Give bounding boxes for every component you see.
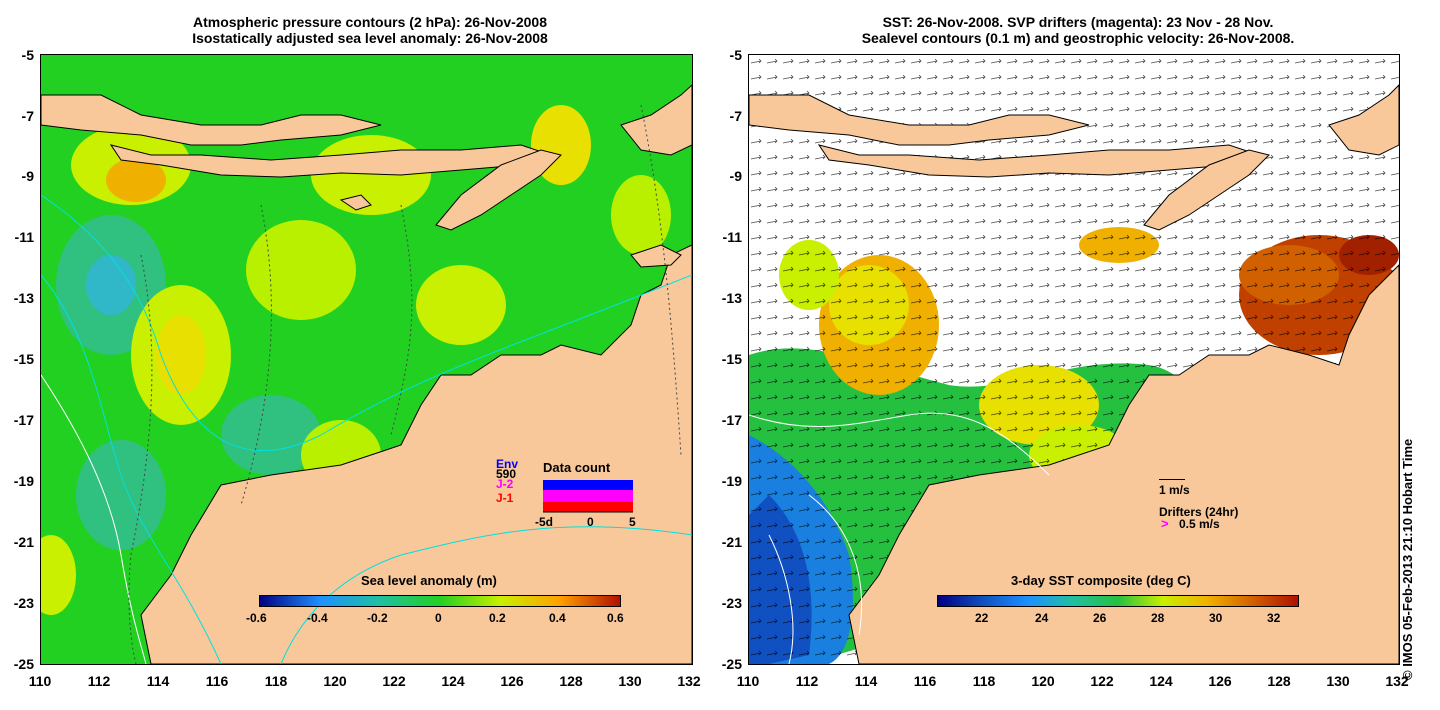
sst-colorbar-title: 3-day SST composite (deg C) — [1011, 573, 1191, 588]
right-ytick: -19 — [721, 473, 742, 489]
sea-level-contours — [749, 412, 1050, 664]
sea-level-anomaly-map: Env 590 J-2 J-1 Data count -5d 0 5 Sea l… — [40, 54, 693, 665]
right-ytick: -5 — [729, 47, 742, 63]
data-count-xtick-2: 5 — [629, 515, 636, 529]
sst-svg — [749, 55, 1399, 664]
left-ytick: -25 — [13, 656, 34, 672]
copyright-label: © IMOS 05-Feb-2013 21:10 Hobart Time — [1400, 438, 1415, 680]
right-panel-title: SST: 26-Nov-2008. SVP drifters (magenta)… — [748, 14, 1408, 46]
sla-colorbar-title: Sea level anomaly (m) — [361, 573, 497, 588]
right-xtick: 126 — [1208, 673, 1232, 689]
right-ytick: -9 — [729, 168, 742, 184]
sla-tick-3: 0 — [435, 611, 442, 625]
sst-tick-0: 22 — [975, 611, 989, 625]
velocity-scale-arrow — [1159, 479, 1185, 480]
right-ytick: -11 — [722, 229, 742, 245]
left-xtick: 124 — [441, 673, 465, 689]
left-xtick: 120 — [323, 673, 347, 689]
data-count-series-env: Env — [496, 457, 519, 471]
data-count-inset — [543, 480, 633, 513]
drifter-speed-label: 0.5 m/s — [1179, 517, 1220, 531]
right-title-line1: SST: 26-Nov-2008. SVP drifters (magenta)… — [882, 14, 1274, 30]
right-xtick: 132 — [1385, 673, 1409, 689]
sea-level-anomaly-svg — [41, 55, 692, 664]
left-ytick: -9 — [21, 168, 34, 184]
sla-tick-0: -0.6 — [246, 611, 267, 625]
left-ytick: -17 — [13, 412, 34, 428]
right-ytick: -17 — [721, 412, 742, 428]
right-xtick: 122 — [1090, 673, 1114, 689]
right-title-line2: Sealevel contours (0.1 m) and geostrophi… — [861, 30, 1295, 46]
sst-tick-1: 24 — [1035, 611, 1049, 625]
sla-tick-2: -0.2 — [367, 611, 388, 625]
sst-tick-5: 32 — [1267, 611, 1281, 625]
sst-map: 1 m/s Drifters (24hr) > 0.5 m/s 3-day SS… — [748, 54, 1400, 665]
left-xtick: 112 — [87, 673, 111, 689]
left-xtick: 114 — [146, 673, 170, 689]
left-title-line1: Atmospheric pressure contours (2 hPa): 2… — [193, 14, 547, 30]
right-xtick: 112 — [795, 673, 819, 689]
left-xtick: 110 — [28, 673, 52, 689]
data-count-title: Data count — [543, 460, 611, 475]
drifter-arrow-icon: > — [1161, 516, 1169, 531]
drifters-label: Drifters (24hr) — [1159, 505, 1239, 519]
left-title-line2: Isostatically adjusted sea level anomaly… — [192, 30, 548, 46]
left-ytick: -11 — [14, 229, 34, 245]
sst-tick-2: 26 — [1093, 611, 1107, 625]
left-xtick: 130 — [618, 673, 642, 689]
right-ytick: -23 — [721, 595, 742, 611]
land-polygons — [41, 84, 692, 664]
data-count-xtick-1: 0 — [587, 515, 594, 529]
sla-tick-1: -0.4 — [307, 611, 328, 625]
left-ytick: -19 — [13, 473, 34, 489]
right-xtick: 124 — [1149, 673, 1173, 689]
bathymetry-contours — [41, 194, 692, 664]
right-ytick: -21 — [721, 534, 742, 550]
pressure-contours — [41, 374, 147, 664]
sla-colorbar — [259, 595, 621, 607]
sla-tick-6: 0.6 — [607, 611, 624, 625]
left-xtick: 118 — [264, 673, 288, 689]
sst-land-polygons — [749, 84, 1399, 664]
right-xtick: 120 — [1031, 673, 1055, 689]
left-panel-title: Atmospheric pressure contours (2 hPa): 2… — [40, 14, 700, 46]
left-ytick: -15 — [13, 351, 34, 367]
velocity-scale-label: 1 m/s — [1159, 483, 1190, 497]
right-xtick: 116 — [913, 673, 937, 689]
right-xtick: 130 — [1326, 673, 1350, 689]
right-xtick: 110 — [736, 673, 760, 689]
left-ytick: -7 — [21, 108, 34, 124]
right-ytick: -13 — [721, 290, 742, 306]
sst-tick-4: 30 — [1209, 611, 1223, 625]
left-xtick: 132 — [677, 673, 701, 689]
data-count-total: 590 — [496, 467, 517, 481]
right-xtick: 114 — [854, 673, 878, 689]
sla-tick-5: 0.4 — [549, 611, 566, 625]
data-count-xtick-0: -5d — [535, 515, 553, 529]
right-ytick: -25 — [721, 656, 742, 672]
sst-tick-3: 28 — [1151, 611, 1165, 625]
left-xtick: 122 — [382, 673, 406, 689]
left-ytick: -21 — [13, 534, 34, 550]
right-ytick: -7 — [729, 108, 742, 124]
right-xtick: 128 — [1267, 673, 1291, 689]
left-xtick: 126 — [500, 673, 524, 689]
data-count-series-j2: J-2 — [496, 477, 514, 491]
left-ytick: -23 — [13, 595, 34, 611]
data-count-series-j1: J-1 — [496, 491, 514, 505]
left-ytick: -5 — [21, 47, 34, 63]
sla-tick-4: 0.2 — [489, 611, 506, 625]
sst-colorbar — [937, 595, 1299, 607]
anomaly-patches — [41, 105, 671, 615]
left-ytick: -13 — [13, 290, 34, 306]
right-ytick: -15 — [721, 351, 742, 367]
pressure-dotted-contours — [128, 104, 682, 664]
left-xtick: 128 — [559, 673, 583, 689]
left-xtick: 116 — [205, 673, 229, 689]
right-xtick: 118 — [972, 673, 996, 689]
